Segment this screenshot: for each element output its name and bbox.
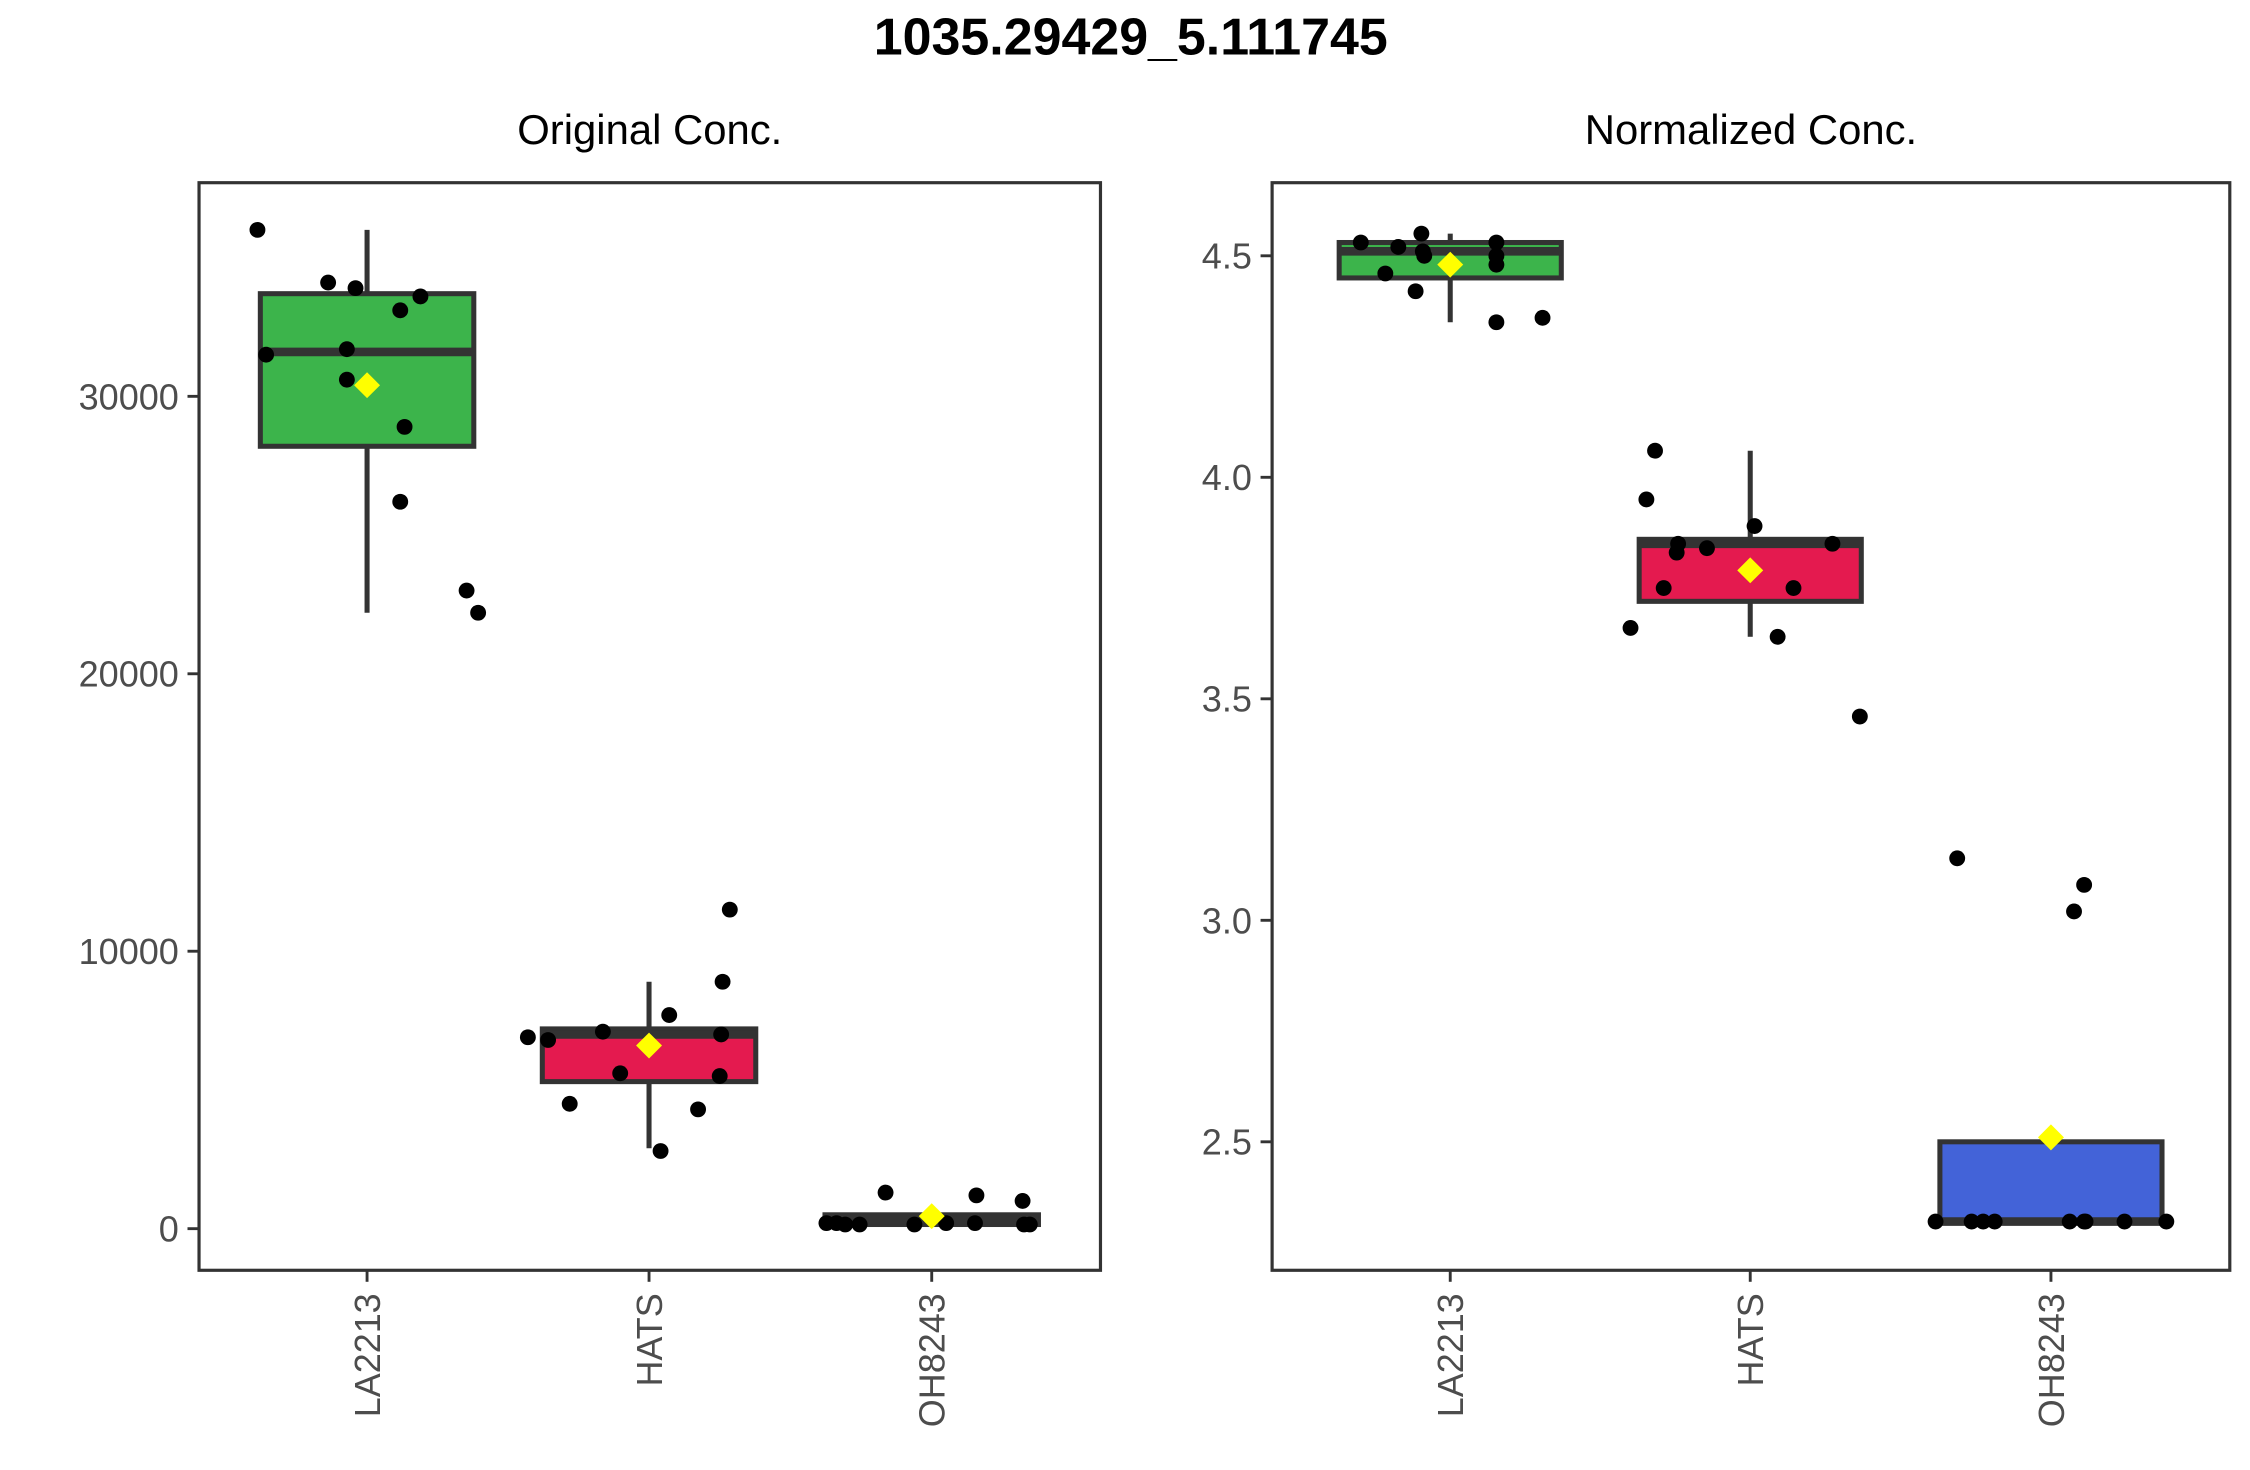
data-point: [1851, 708, 1868, 725]
data-point: [967, 1215, 983, 1232]
data-point: [2066, 903, 2082, 920]
y-tick-label: 20000: [79, 654, 179, 695]
data-point: [714, 973, 731, 990]
data-point: [2158, 1213, 2175, 1230]
data-point: [1488, 256, 1505, 273]
y-tick-label: 2.5: [1202, 1122, 1252, 1163]
data-point: [1638, 491, 1655, 508]
mean-marker: [354, 372, 381, 399]
data-point: [837, 1216, 854, 1233]
y-tick-label: 10000: [79, 931, 179, 972]
x-tick-label: HATS: [1730, 1293, 1771, 1386]
panel-normalized-conc: Normalized Conc. 2.5 3.0 3.5 4.0 4.5 LA2213 HAT…: [1202, 106, 2232, 1427]
data-point: [338, 371, 355, 388]
panel-original-conc: Original Conc. 0 10000 20000 30000 LA2213 HATS…: [79, 106, 1103, 1427]
y-tick-label: 3.0: [1202, 900, 1252, 941]
data-point: [612, 1065, 629, 1082]
data-point: [1824, 535, 1841, 552]
data-point: [1655, 580, 1672, 596]
data-point: [906, 1216, 923, 1233]
data-point: [2061, 1213, 2078, 1230]
data-point: [661, 1007, 678, 1023]
data-point: [396, 418, 413, 435]
data-point: [1746, 518, 1763, 534]
mean-marker: [1437, 251, 1464, 278]
data-point: [392, 302, 409, 319]
data-point: [392, 493, 409, 510]
data-point: [1488, 234, 1505, 251]
data-point: [1534, 309, 1551, 326]
panel-title: Original Conc.: [517, 106, 782, 153]
data-point: [1352, 234, 1369, 251]
data-point: [1622, 620, 1639, 636]
data-point: [1975, 1213, 1992, 1230]
data-point: [1377, 265, 1394, 282]
x-tick-label: LA2213: [347, 1293, 388, 1417]
data-point: [652, 1143, 669, 1159]
figure-title: 1035.29429_5.111745: [874, 8, 1388, 66]
data-point: [561, 1095, 578, 1112]
data-point: [1668, 544, 1685, 561]
x-tick-label: OH8243: [2031, 1293, 2072, 1427]
data-point: [1769, 628, 1786, 645]
data-point: [851, 1216, 868, 1233]
data-point: [2077, 1213, 2094, 1230]
data-point: [470, 604, 487, 621]
data-point: [1416, 247, 1433, 264]
data-point: [258, 346, 275, 363]
data-point: [713, 1026, 730, 1043]
data-point: [2116, 1213, 2133, 1230]
data-point: [249, 221, 266, 238]
data-point: [594, 1023, 611, 1040]
data-point: [338, 341, 355, 358]
data-point: [540, 1032, 557, 1048]
box-oh8243: [1937, 1139, 2165, 1225]
data-point: [1699, 540, 1715, 557]
data-point: [938, 1215, 955, 1232]
box-la2213: [257, 291, 477, 449]
y-tick-label: 4.0: [1202, 457, 1252, 498]
data-point: [1014, 1193, 1031, 1209]
data-point: [1927, 1213, 1944, 1230]
y-tick-label: 3.5: [1202, 679, 1252, 720]
data-point: [1785, 580, 1802, 596]
plot-border: [1270, 181, 2232, 1272]
data-point: [519, 1029, 536, 1046]
data-point: [690, 1101, 707, 1118]
data-point: [347, 280, 364, 297]
y-tick-label: 0: [159, 1209, 179, 1250]
data-point: [1413, 225, 1430, 242]
data-point: [1647, 442, 1663, 459]
data-point: [1390, 239, 1407, 255]
data-point: [1016, 1216, 1032, 1233]
plot-border: [197, 181, 1103, 1272]
data-point: [1963, 1213, 1980, 1230]
data-point: [1488, 314, 1505, 331]
y-tick-label: 30000: [79, 376, 179, 417]
panel-title: Normalized Conc.: [1585, 106, 1917, 153]
data-point: [458, 582, 475, 599]
x-tick-label: LA2213: [1430, 1293, 1471, 1417]
plot-area: [1272, 182, 2230, 1271]
data-point: [968, 1187, 985, 1204]
data-point: [711, 1068, 728, 1084]
data-point: [721, 901, 738, 918]
x-tick-label: OH8243: [912, 1293, 953, 1427]
data-point: [412, 288, 429, 305]
data-point: [2076, 876, 2093, 893]
data-point: [320, 274, 337, 291]
y-tick-label: 4.5: [1202, 236, 1252, 277]
data-point: [1407, 283, 1424, 300]
data-point: [877, 1184, 894, 1201]
data-point: [1986, 1213, 2003, 1230]
data-point: [1949, 850, 1966, 867]
x-tick-label: HATS: [629, 1293, 670, 1386]
